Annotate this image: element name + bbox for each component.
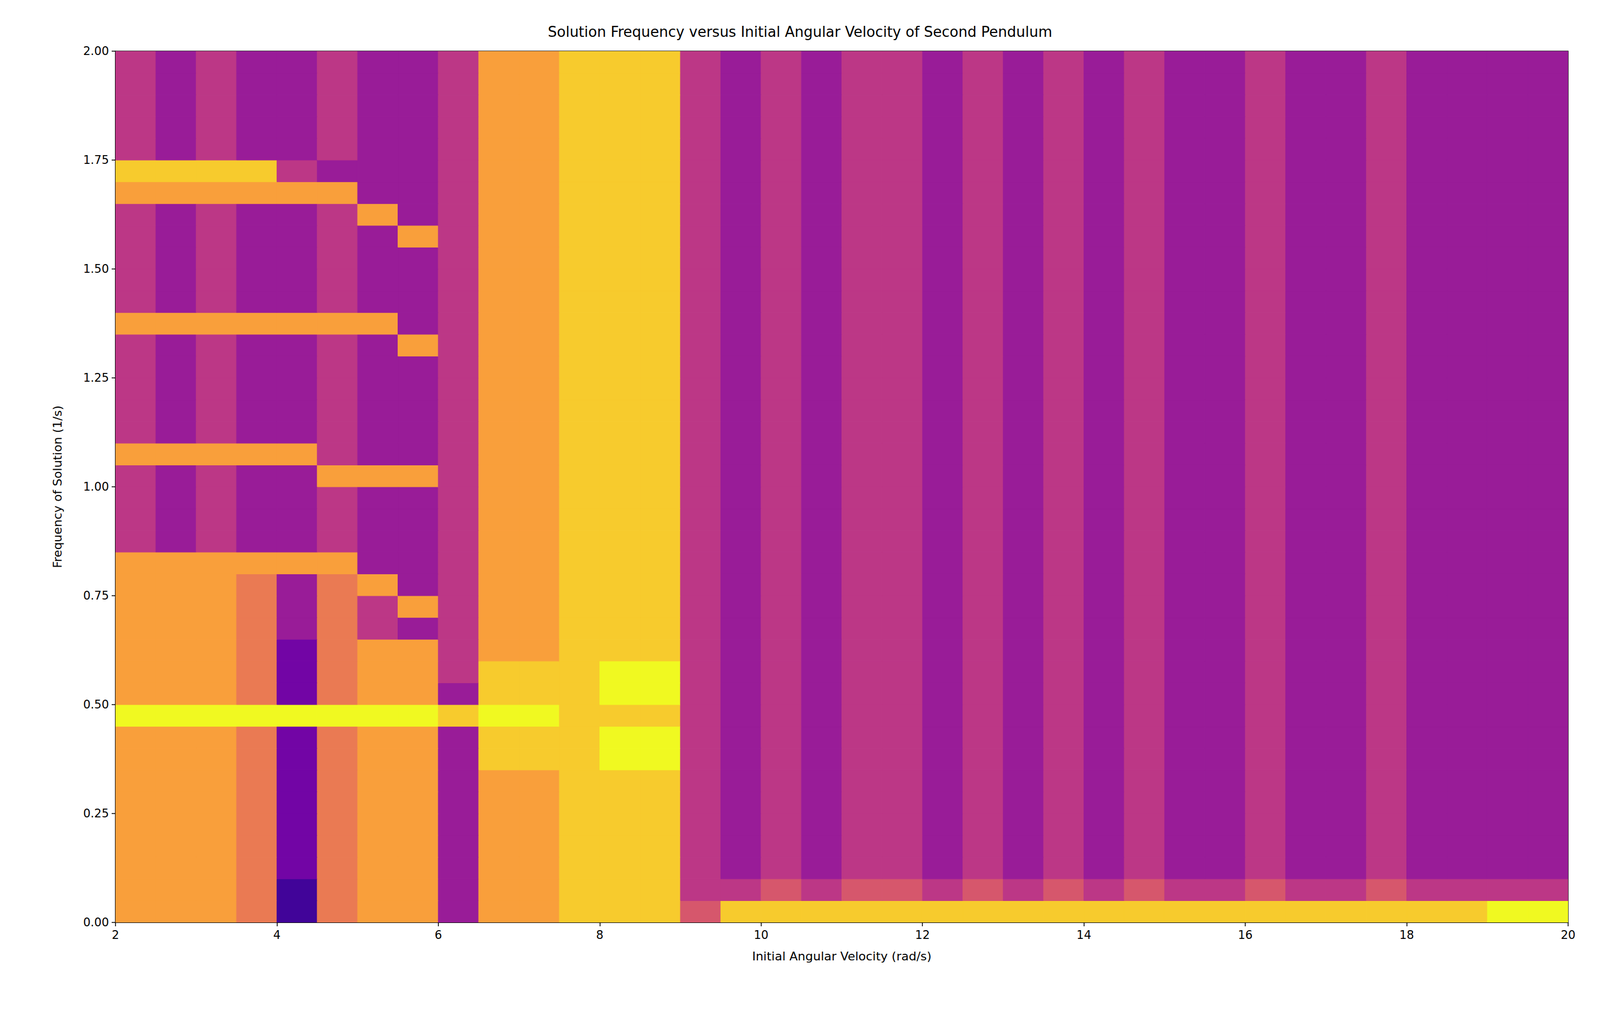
svg-text:0.25: 0.25 [83, 806, 109, 821]
svg-text:2.00: 2.00 [83, 44, 109, 58]
svg-text:8: 8 [596, 928, 604, 942]
svg-text:12: 12 [915, 928, 931, 942]
svg-text:6: 6 [434, 928, 442, 942]
svg-text:1.00: 1.00 [83, 480, 109, 494]
svg-text:Initial Angular Velocity (rad/: Initial Angular Velocity (rad/s) [751, 949, 932, 964]
svg-text:18: 18 [1399, 928, 1415, 942]
svg-text:Frequency of Solution (1/s): Frequency of Solution (1/s) [50, 405, 65, 569]
svg-text:1.50: 1.50 [83, 262, 109, 276]
svg-text:0.00: 0.00 [83, 915, 109, 929]
svg-text:20: 20 [1560, 928, 1576, 942]
svg-text:0.75: 0.75 [83, 589, 109, 603]
svg-text:14: 14 [1076, 928, 1092, 942]
svg-text:1.25: 1.25 [83, 371, 109, 385]
svg-text:2: 2 [111, 928, 119, 942]
svg-text:10: 10 [753, 928, 769, 942]
svg-text:Solution Frequency versus Init: Solution Frequency versus Initial Angula… [547, 23, 1053, 41]
svg-text:1.75: 1.75 [83, 153, 109, 167]
svg-text:16: 16 [1238, 928, 1253, 942]
svg-text:4: 4 [273, 928, 281, 942]
svg-text:0.50: 0.50 [83, 697, 109, 712]
